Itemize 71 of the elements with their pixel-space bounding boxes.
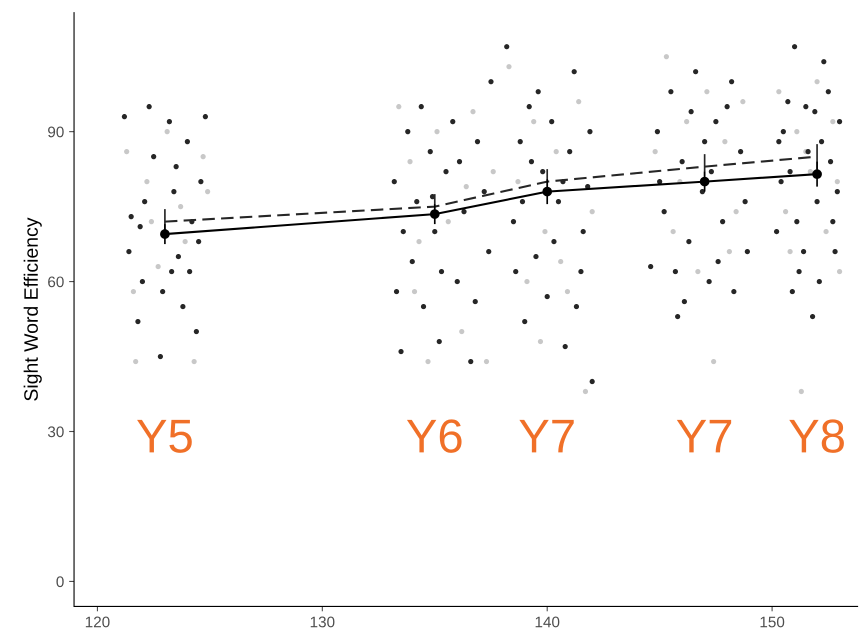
point — [823, 229, 829, 234]
point — [200, 154, 206, 160]
point — [798, 388, 804, 394]
point — [576, 99, 582, 104]
point — [684, 119, 690, 124]
point — [726, 248, 732, 254]
point — [711, 358, 716, 364]
point — [484, 358, 490, 364]
point — [464, 184, 469, 190]
y-tick-label: 60 — [48, 276, 64, 288]
point — [425, 358, 431, 364]
y-tick-label: 30 — [48, 426, 64, 438]
x-tick-label: 140 — [536, 616, 560, 628]
point — [794, 129, 800, 134]
point — [782, 209, 788, 214]
x-tick-label: 150 — [760, 616, 784, 628]
y-tick-label: 90 — [48, 126, 64, 138]
point — [814, 79, 820, 84]
point — [182, 238, 188, 244]
point — [776, 89, 782, 94]
annotation: Y5 — [137, 420, 192, 453]
point — [133, 358, 138, 364]
point — [205, 189, 210, 194]
point — [590, 209, 595, 214]
point — [490, 169, 496, 174]
point — [470, 109, 476, 114]
point — [787, 248, 793, 254]
point — [124, 149, 130, 154]
x-tick-label: 120 — [86, 616, 110, 628]
point — [670, 229, 676, 234]
point — [531, 119, 536, 124]
point — [538, 338, 544, 344]
annotation: Y7 — [519, 420, 574, 452]
point — [416, 238, 422, 244]
point — [164, 129, 170, 134]
point — [664, 54, 669, 60]
point — [524, 278, 530, 284]
point — [156, 264, 161, 270]
point — [178, 204, 184, 210]
point — [740, 99, 746, 104]
point — [144, 179, 150, 184]
point — [734, 209, 739, 214]
point — [830, 119, 836, 124]
annotation: Y6 — [406, 419, 462, 453]
point — [130, 288, 136, 294]
point — [434, 129, 440, 134]
point — [652, 149, 658, 154]
y-axis-title: Sight Word Efficiency — [24, 218, 42, 401]
point — [515, 179, 521, 184]
point — [506, 64, 512, 70]
point — [558, 258, 564, 264]
point — [554, 149, 559, 154]
x-tick-label: 130 — [310, 616, 334, 628]
point — [407, 159, 413, 164]
point — [396, 104, 402, 110]
point — [446, 219, 451, 224]
point — [704, 89, 710, 94]
point — [542, 229, 548, 234]
point — [582, 388, 588, 394]
annotation: Y8 — [789, 419, 844, 453]
point — [412, 288, 418, 294]
y-tick-label: 0 — [56, 576, 64, 588]
annotation: Y7 — [676, 420, 732, 452]
point — [695, 268, 700, 274]
point — [834, 179, 840, 184]
point — [722, 139, 728, 144]
point — [192, 358, 197, 364]
point — [459, 328, 464, 334]
point — [148, 219, 154, 224]
point — [564, 288, 570, 294]
point — [836, 268, 842, 274]
